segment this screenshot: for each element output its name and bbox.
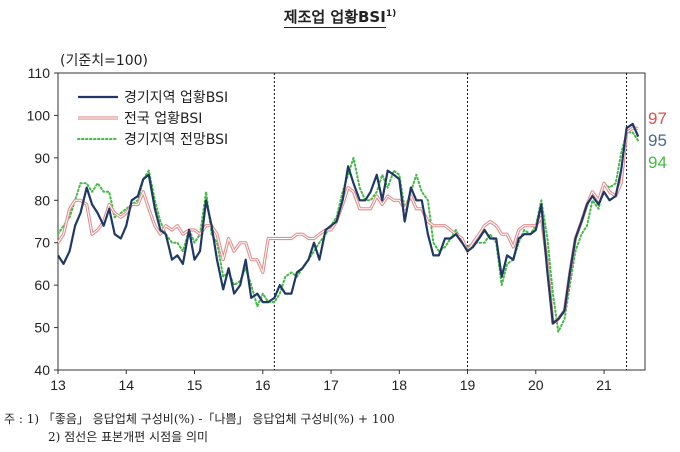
end-label-97: 97 (648, 109, 667, 128)
chart-title-text: 제조업 업황BSI (283, 8, 386, 28)
x-tick-label: 14 (118, 377, 134, 393)
x-tick-label: 13 (50, 377, 66, 393)
y-tick-label: 70 (34, 235, 50, 251)
chart-title: 제조업 업황BSI1) (0, 6, 680, 28)
end-label-95: 95 (648, 131, 667, 150)
series-line-outlook (57, 131, 640, 333)
unit-label: (기준치=100) (60, 53, 148, 69)
y-tick-label: 80 (34, 192, 50, 208)
series-line-national-outer (56, 126, 639, 325)
x-tick-label: 17 (323, 377, 339, 393)
y-tick-label: 60 (34, 277, 50, 293)
series-line-gyeonggi (57, 122, 640, 325)
x-tick-label: 21 (596, 377, 612, 393)
legend-label: 전국 업황BSI (124, 111, 202, 127)
plot-frame (57, 72, 646, 371)
plot-border (57, 72, 646, 371)
series-layer (56, 122, 640, 333)
x-tick-label: 15 (187, 377, 203, 393)
y-tick-label: 100 (27, 107, 51, 123)
y-tick-label: 90 (34, 150, 50, 166)
end-label-94: 94 (648, 153, 667, 172)
y-tick-label: 110 (28, 65, 51, 81)
y-tick-label: 50 (34, 320, 50, 336)
chart-title-footnote: 1) (385, 9, 397, 19)
footnote-1: 주 : 1) 「좋음」 응답업체 구성비(%) -「나쁨」 응답업체 구성비(%… (4, 412, 395, 426)
legend-label: 경기지역 전망BSI (124, 132, 228, 148)
footnote-2: 2) 점선은 표본개편 시점을 의미 (48, 430, 209, 444)
x-tick-label: 19 (460, 377, 476, 393)
y-tick-label: 40 (34, 362, 50, 378)
x-tick-label: 20 (528, 377, 544, 393)
legend: 경기지역 업황BSI 전국 업황BSI 경기지역 전망BSI (77, 90, 228, 148)
x-tick-label: 16 (255, 377, 271, 393)
resampling-lines (273, 73, 628, 370)
line-chart: 40 50 60 70 80 90 100 110 13 14 15 16 17 18 19 20 21 (기준… (27, 53, 646, 393)
axes-layer: 40 50 60 70 80 90 100 110 13 14 15 16 17 18 19 20 21 (27, 65, 612, 393)
legend-label: 경기지역 업황BSI (124, 90, 228, 106)
x-tick-label: 18 (391, 377, 407, 393)
series-line-national-inner (57, 127, 639, 324)
